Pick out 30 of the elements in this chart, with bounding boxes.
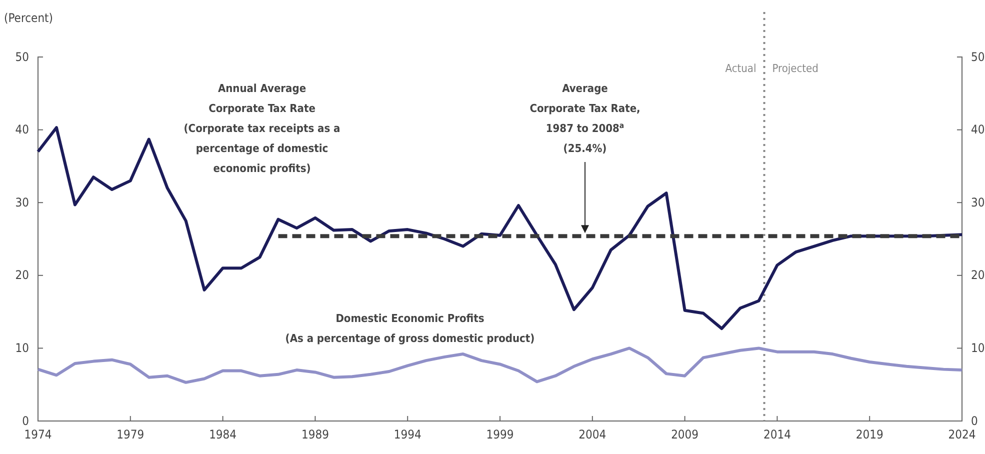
x-tick-label: 2014: [763, 428, 792, 442]
y2-tick-label: 10: [971, 341, 985, 356]
x-tick-label: 2019: [856, 428, 884, 442]
x-tick-label: 2009: [671, 428, 699, 442]
annotation: Domestic Economic Profits (As a percentage of gross domestic product): [285, 312, 535, 345]
y-tick-label: 20: [15, 268, 30, 282]
y-tick-label: 50: [15, 50, 30, 64]
line-series: [36, 346, 964, 384]
x-tick-label: 1994: [394, 428, 422, 442]
y2-tick-label: 40: [971, 122, 985, 137]
x-tick-label: 1984: [209, 428, 237, 442]
annotation: Annual Average Corporate Tax Rate (Corporate tax receipts as a percentage of domestic economic profits): [184, 82, 340, 175]
y-tick-label: 0: [22, 414, 30, 428]
y2-tick-label: 20: [971, 268, 985, 282]
annotation: Actual: [725, 62, 756, 75]
y-axis-title: (Percent): [4, 11, 53, 25]
x-tick-label: 1979: [116, 428, 144, 442]
y2-tick-label: 50: [971, 50, 985, 64]
text: Average Corporate Tax Rate, 1987 to 2008$^{a}$ (25.4%): [530, 82, 640, 155]
y2-tick-label: 0: [971, 414, 978, 428]
x-tick-label: 1974: [24, 428, 52, 442]
y-tick-label: 10: [15, 341, 30, 356]
x-tick-label: 1989: [301, 428, 330, 442]
y2-tick-label: 30: [971, 195, 985, 210]
x-tick-label: 2024: [948, 428, 976, 442]
annotation: Projected: [772, 62, 818, 75]
x-tick-label: 2004: [578, 428, 606, 442]
y-tick-label: 30: [15, 195, 30, 210]
x-tick-label: 1999: [486, 428, 514, 442]
y-tick-label: 40: [15, 122, 30, 137]
